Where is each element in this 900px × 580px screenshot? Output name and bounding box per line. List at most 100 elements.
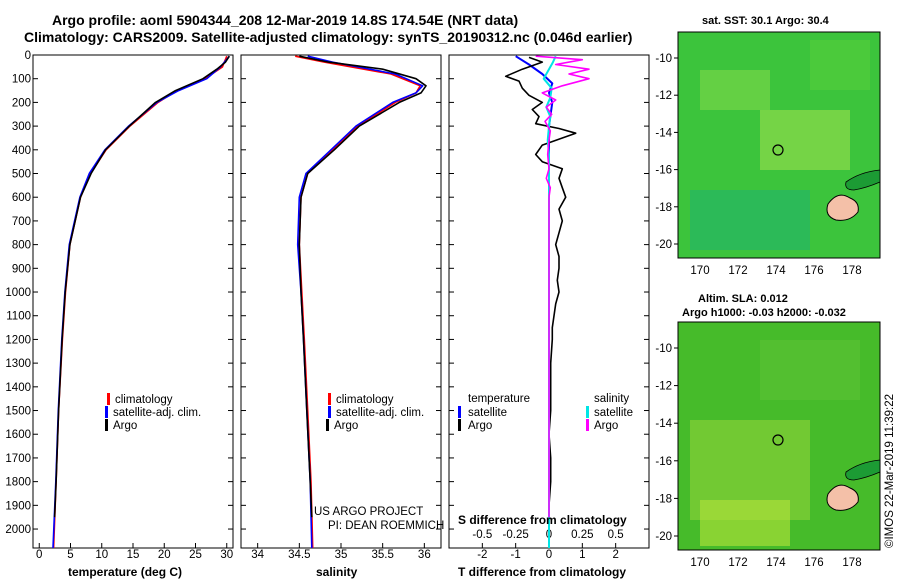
x-tick-label: 25 [189,549,202,561]
plot-frame [32,54,234,549]
depth-tick-label: 400 [12,145,31,157]
depth-tick-label: 100 [12,74,31,86]
x2-tick-label: 0.5 [608,529,624,541]
legend-label: satellite [594,407,633,419]
depth-tick-label: 1300 [5,358,31,370]
salinity-legend: climatology satellite-adj. clim. Argo US… [314,393,444,532]
x-tick-label: 20 [158,549,171,561]
sst-color-patch [760,110,850,170]
x-tick-label: 0 [546,549,552,561]
float-position-marker [772,144,784,156]
sst-color-patch [810,40,870,90]
series-line [53,55,230,518]
s-difference-label: S difference from climatology [458,513,627,527]
depth-tick-label: 0 [25,50,31,62]
map-x-label: 170 [690,557,709,569]
series-line [298,55,427,518]
series-line [535,55,590,518]
sla-map-title-1: Altim. SLA: 0.012 [698,293,788,305]
title-line-2: Climatology: CARS2009. Satellite-adjuste… [24,29,632,45]
map-x-label: 174 [766,557,786,569]
map-y-label: -20 [655,239,672,251]
map-y-label: -18 [655,202,672,214]
legend-swatch-salinity-argo [586,419,589,431]
depth-tick-label: 1400 [5,382,31,394]
series-line [296,55,424,549]
map-y-label: -16 [655,165,672,177]
depth-axis: 0 100 200 300 400 500 600 700 800 900 1000 1100 1200… [5,50,31,536]
x-tick-label: 34 [251,549,264,561]
map-x-label: 178 [842,557,861,569]
x-tick-label: 0 [36,549,42,561]
map-y-label: -18 [655,493,672,505]
x2-tick-label: -0.25 [503,529,529,541]
x2-tick-label: -0.5 [472,529,492,541]
difference-panel: -2 -1 0 1 2-0.5 -0.25 0 0.25 0.5 [448,54,650,561]
pi-credit: PI: DEAN ROEMMICH [328,520,444,532]
x-tick-label: 35.5 [371,549,393,561]
legend-swatch-climatology [328,393,331,405]
title-line-1: Argo profile: aoml 5904344_208 12-Mar-20… [52,12,518,28]
salinity-panel: 34 34.5 35 35.5 36 [240,54,442,561]
depth-tick-label: 2000 [5,524,31,536]
legend-heading-salinity: salinity [594,393,629,405]
series-line [295,55,422,549]
x-tick-label: 34.5 [288,549,310,561]
map-y-label: -10 [655,343,672,355]
series-line [52,55,228,549]
map-y-label: -16 [655,456,672,468]
series-line [504,56,577,518]
island-contour [845,459,881,481]
map-y-label: -12 [655,381,672,393]
legend-swatch-temperature-satellite [458,406,461,418]
legend-label: Argo [468,420,492,432]
legend-label: Argo [113,420,137,432]
legend-swatch-climatology [107,393,110,405]
depth-tick-label: 1800 [5,477,31,489]
map-y-label: -20 [655,531,672,543]
x-tick-label: 15 [127,549,140,561]
legend-label: climatology [336,394,394,406]
legend-label: climatology [115,394,173,406]
copyright-watermark: ©IMOS 22-Mar-2019 11:39:22 [884,394,896,548]
plot-frame [240,54,442,549]
sst-color-patch [690,190,810,250]
legend-swatch-argo [326,419,329,431]
sla-color-patch [760,340,860,400]
legend-label: satellite-adj. clim. [113,407,201,419]
x-tick-label: -2 [477,549,487,561]
salinity-axis-title: salinity [316,565,358,579]
legend-swatch-satellite [328,406,331,418]
map-x-label: 178 [842,265,861,277]
map-y-label: -10 [655,53,672,65]
temperature-axis-title: temperature (deg C) [68,565,182,579]
depth-tick-label: 1200 [5,334,31,346]
x-tick-label: 1 [579,549,585,561]
legend-swatch-temperature-argo [458,419,461,431]
map-y-label: -14 [655,127,672,139]
island-shape [826,194,859,221]
x-tick-label: 5 [67,549,73,561]
sla-map-title-2: Argo h1000: -0.03 h2000: -0.032 [682,307,846,319]
x-tick-label: 30 [220,549,233,561]
legend-heading-temperature: temperature [468,393,530,405]
legend-swatch-argo [105,419,108,431]
depth-tick-label: 1500 [5,406,31,418]
legend-label: satellite-adj. clim. [336,407,424,419]
x-tick-label: -1 [511,549,521,561]
depth-tick-label: 1900 [5,500,31,512]
map-x-label: 176 [804,265,823,277]
sst-map-title: sat. SST: 30.1 Argo: 30.4 [702,15,830,27]
map-x-label: 172 [728,265,747,277]
legend-label: Argo [334,420,358,432]
island-shape [826,484,859,511]
map-x-label: 170 [690,265,709,277]
x-tick-label: 2 [612,549,618,561]
sla-color-patch [700,500,790,546]
map-x-label: 176 [804,557,823,569]
depth-tick-label: 1000 [5,287,31,299]
depth-tick-label: 700 [12,216,31,228]
sst-map: sat. SST: 30.1 Argo: 30.4 -10 -12 -14 -16 -1… [655,15,881,277]
x-tick-label: 36 [418,549,431,561]
